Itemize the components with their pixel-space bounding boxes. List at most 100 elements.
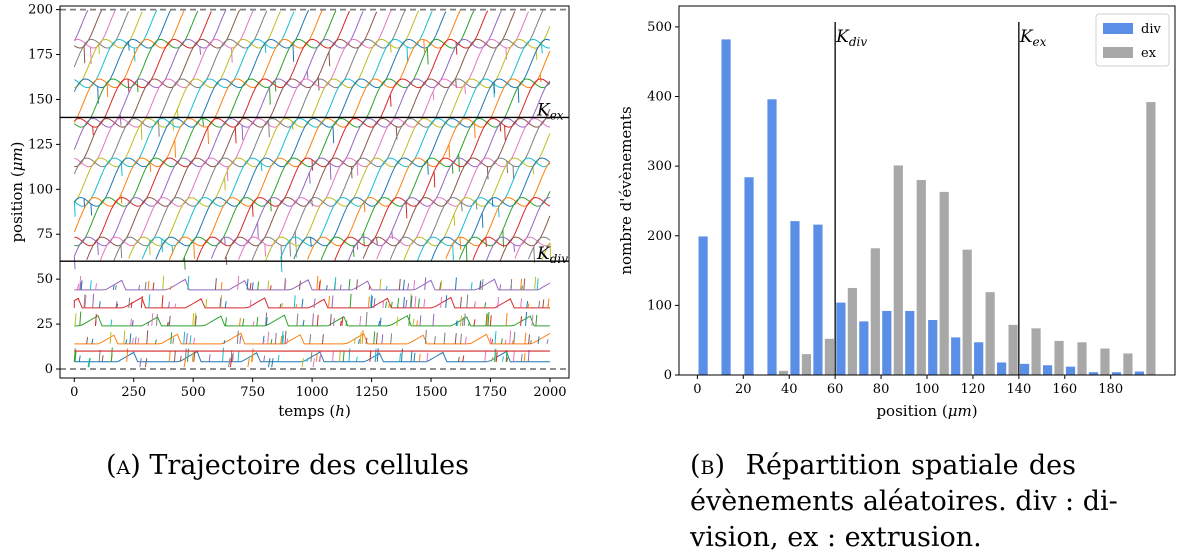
division-spike [301,358,304,368]
division-spike [505,312,508,326]
division-spike [219,297,222,308]
division-spike [402,279,405,290]
bar-ex [1077,342,1087,375]
division-spike [90,203,93,216]
division-spike [486,314,489,326]
trajectory-line [541,242,551,260]
division-spike [144,281,147,291]
division-spike [140,296,143,308]
division-spike [269,198,272,212]
division-spike [481,212,484,228]
division-spike [537,336,540,344]
division-spike [251,203,254,217]
division-spike [356,162,359,176]
bar-ex [870,248,880,375]
division-spike [119,113,122,126]
division-spike [147,280,150,290]
division-spike [432,91,435,100]
division-spike [332,350,334,362]
division-spike [379,278,382,290]
trajectory-line [74,10,350,247]
division-spike [194,315,197,326]
division-spike [292,43,295,62]
division-spike [370,296,373,308]
division-spike [110,347,113,362]
division-spike [359,332,362,344]
division-spike [79,282,82,291]
legend-swatch-div [1103,23,1133,34]
division-spike [251,282,254,291]
division-spike [341,317,344,326]
division-spike [502,229,505,248]
trajectory-line [486,197,550,261]
trajectory-line [196,10,489,262]
division-spike [497,297,500,308]
division-spike [309,334,312,344]
division-spike [475,200,478,210]
division-spike [271,358,274,368]
division-spike [149,162,152,173]
tick-labels: 0 20 40 60 80 100 120 140 160 180 0 100 200 300 400 500 [647,20,1123,397]
division-spike [361,330,364,344]
division-spike [524,332,527,344]
division-spike [269,86,271,105]
division-spike [228,358,231,368]
division-spike [385,301,388,308]
division-spike [455,42,458,55]
x-tick-label: 100 [915,382,940,397]
x-tick-label: 2000 [533,385,566,400]
division-spike [367,296,370,308]
division-spike [414,296,417,308]
division-spike [319,352,322,362]
division-spike [463,313,466,326]
division-spike [363,232,365,247]
division-spike [448,144,451,158]
division-spike [268,119,270,138]
division-spike [92,126,94,136]
division-spike [249,282,252,291]
division-spike [409,293,412,308]
division-spike [353,337,356,344]
division-spike [356,242,359,250]
division-spike [345,320,348,326]
trajectory-line [417,157,551,261]
division-spike [280,256,283,273]
bar-ex [847,287,857,375]
division-spike [91,338,94,344]
division-spike [131,320,134,326]
division-spike [116,303,119,309]
bar-ex [939,191,949,375]
division-spike [510,279,513,290]
division-spike [129,333,132,344]
threshold-lines: Kdiv Kex [834,22,1047,375]
division-spike [389,44,392,53]
division-spike [541,44,543,54]
division-spike [74,313,77,326]
division-spike [459,296,462,308]
division-spike [427,160,429,175]
division-spike [127,41,130,51]
trajectory-line [389,118,551,260]
division-spike [220,282,223,291]
division-spike [313,298,316,308]
division-spike [267,358,271,368]
trajectory-line [74,9,241,168]
division-spike [339,284,342,291]
legend-label-div: div [1141,22,1161,37]
trajectory-line [210,10,502,259]
division-spike [234,126,237,144]
division-spike [453,214,456,226]
division-spike [350,166,353,179]
trajectory-line [128,10,420,259]
division-spike [426,47,429,65]
division-spike [373,331,376,344]
caption-b-line2: évènements aléatoires. div : di- [690,486,1118,517]
division-spike [399,353,402,362]
trajectory-lines [73,9,552,368]
division-spike [526,300,529,308]
bar-div [836,302,846,375]
trajectory-line [73,11,364,257]
division-spike [95,283,98,291]
division-spike [412,318,415,326]
division-spike [73,201,76,217]
